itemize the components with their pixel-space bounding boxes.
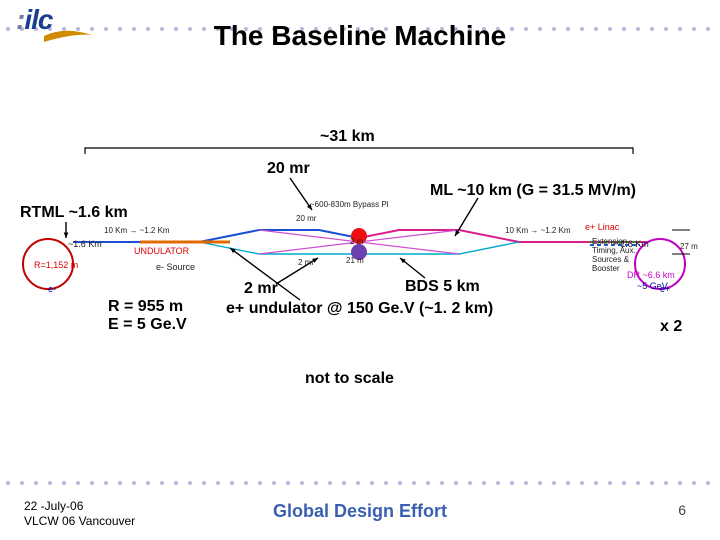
diagram-label-mid_2m: 2 m <box>350 237 363 246</box>
diagram-label-left_ring_em: e- <box>48 284 56 294</box>
label-total-length: ~31 km <box>320 128 375 146</box>
diagram-label-left_16: ~1.6 Km <box>68 239 102 249</box>
label-bds: BDS 5 km <box>405 278 480 296</box>
footer-center: Global Design Effort <box>0 501 720 522</box>
diagram-label-left_ring_R: R=1,152 m <box>34 260 78 270</box>
diagram-label-right_elinac: e+ Linac <box>585 222 619 232</box>
label-ring-r: R = 955 m <box>108 298 183 316</box>
diagram-label-right_27m: 27 m <box>680 242 698 251</box>
diagram-label-right_16: ~1.6 Km <box>615 239 649 249</box>
label-ring-e: E = 5 Ge.V <box>108 316 187 334</box>
slide: :ilc The Baseline Machine ~31 km 20 mr M… <box>0 0 720 540</box>
diagram-label-right_10to12: 10 Km → ~1.2 Km <box>505 226 571 235</box>
diagram-label-right_boost: Booster <box>592 264 620 273</box>
diagram-label-mid_20mr: 20 mr <box>296 214 316 223</box>
label-2mr: 2 mr <box>244 280 278 298</box>
diagram-label-mid_top: ~600-830m Bypass Pl <box>310 200 389 209</box>
diagram-label-mid_2mr: 2 mr <box>298 258 314 267</box>
diagram-label-right_ep: e+ <box>660 284 670 294</box>
label-not-to-scale: not to scale <box>305 370 394 388</box>
label-x2: x 2 <box>660 318 682 336</box>
diagram-label-esource: e- Source <box>156 262 195 272</box>
diagram-label-undulator_txt: UNDULATOR <box>134 246 189 256</box>
diagram-label-right_dr: DR ~6.6 km <box>627 270 675 280</box>
label-undulator: e+ undulator @ 150 Ge.V (~1. 2 km) <box>226 300 493 318</box>
diagram-label-left_10to12: 10 Km → ~1.2 Km <box>104 226 170 235</box>
footer-page: 6 <box>678 502 686 518</box>
diagram-label-right_src: Sources & <box>592 255 629 264</box>
label-rtml: RTML ~1.6 km <box>20 204 128 222</box>
label-ml: ML ~10 km (G = 31.5 MV/m) <box>430 182 636 200</box>
diagram-label-mid_21m: 21 m <box>346 256 364 265</box>
label-20mr: 20 mr <box>267 160 310 178</box>
